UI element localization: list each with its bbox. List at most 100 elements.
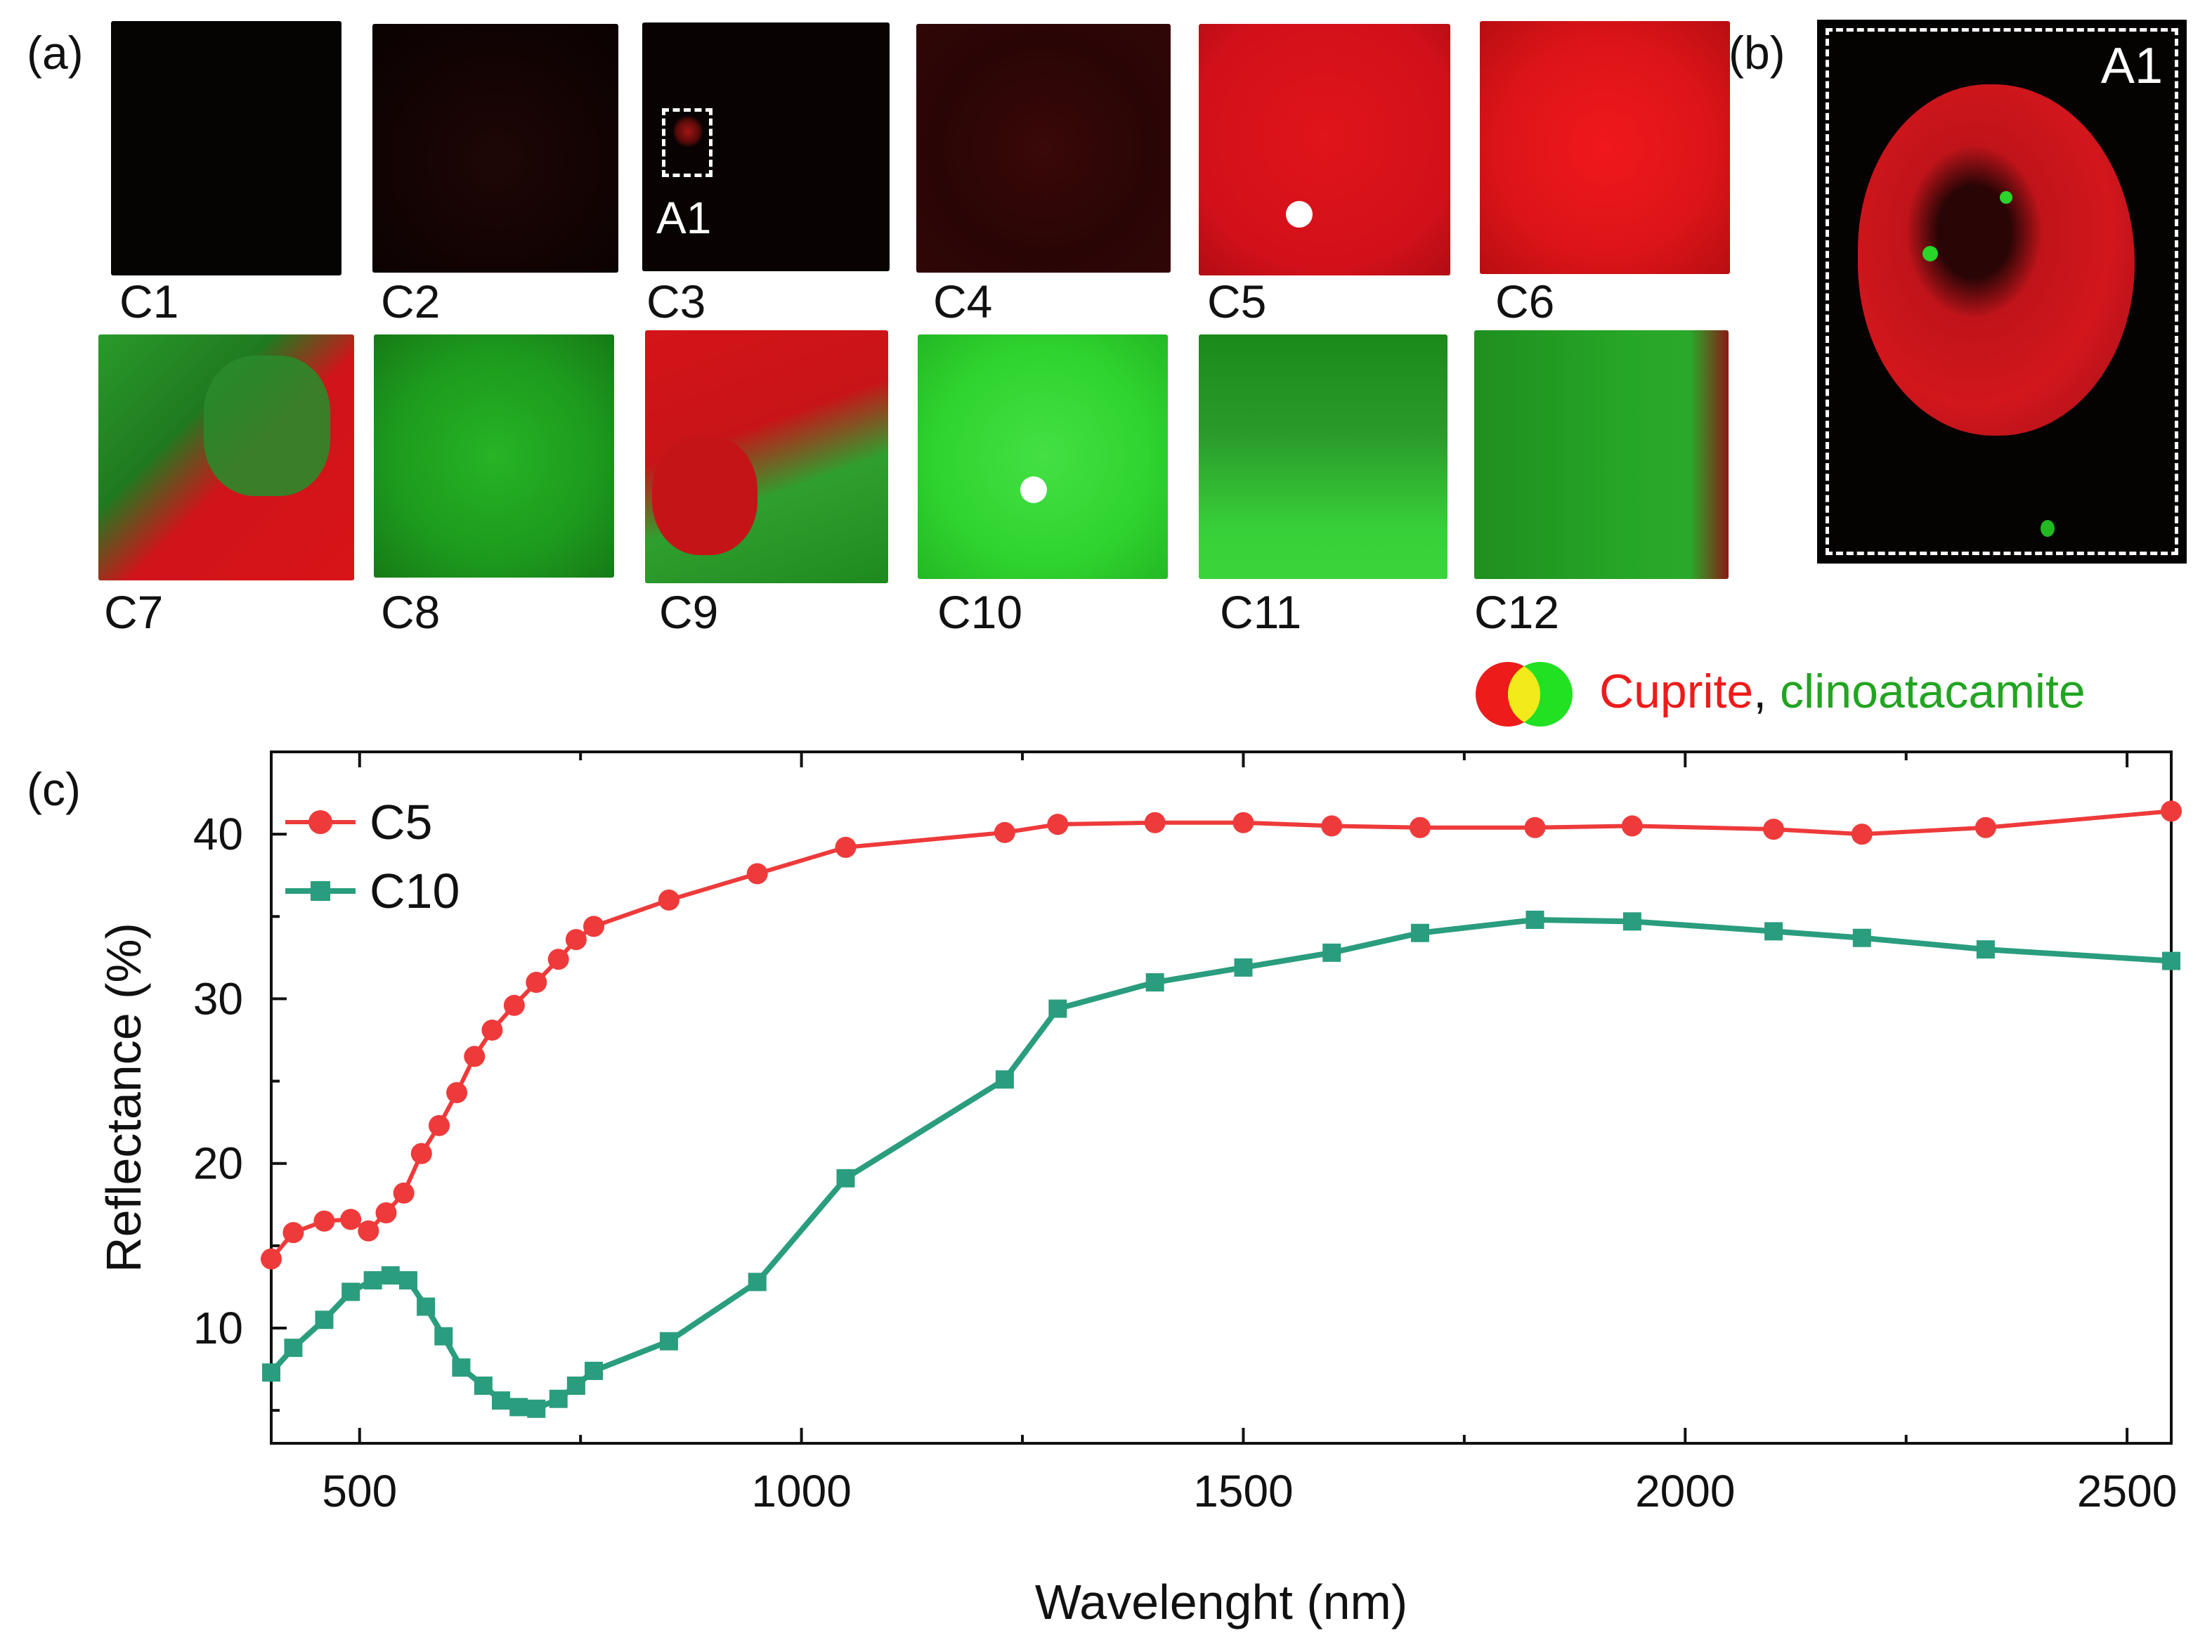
c10-data-point bbox=[315, 1310, 334, 1329]
c5-data-point bbox=[1321, 815, 1343, 837]
zoom-panel-b: A1 bbox=[1817, 20, 2187, 564]
c10-data-point bbox=[381, 1266, 400, 1285]
c10-data-point bbox=[566, 1377, 585, 1395]
tile-c2 bbox=[372, 24, 618, 273]
c5-data-point bbox=[547, 949, 569, 970]
c5-data-point bbox=[1763, 819, 1785, 840]
tile-c10-white-dot bbox=[1020, 476, 1047, 503]
tile-label-c5: C5 bbox=[1207, 275, 1267, 327]
c10-data-point bbox=[549, 1389, 568, 1408]
c5-data-point bbox=[1621, 815, 1643, 837]
zoom-green-speck-3 bbox=[2041, 520, 2055, 537]
c10-data-point bbox=[585, 1361, 604, 1380]
panel-label-a: (a) bbox=[27, 27, 84, 79]
tile-label-c8: C8 bbox=[381, 586, 441, 638]
c10-data-point bbox=[509, 1398, 528, 1417]
c5-data-point bbox=[446, 1081, 468, 1103]
tile-c10 bbox=[918, 334, 1168, 579]
tile-label-c9: C9 bbox=[659, 586, 719, 638]
y-axis-label: Reflectance (%) bbox=[96, 923, 151, 1273]
c10-data-point bbox=[1525, 910, 1544, 929]
c10-data-point bbox=[417, 1297, 436, 1316]
c5-data-point bbox=[358, 1220, 379, 1242]
c5-data-point bbox=[464, 1046, 486, 1067]
legend-separator: , bbox=[1753, 665, 1767, 718]
legend-label-c5: C5 bbox=[370, 795, 432, 850]
tile-c1 bbox=[111, 21, 341, 275]
x-tick-label: 2000 bbox=[1635, 1466, 1735, 1516]
c5-data-point bbox=[261, 1248, 282, 1270]
tile-c5-white-dot bbox=[1286, 201, 1313, 228]
tile-c5 bbox=[1199, 24, 1450, 275]
legend-label-c10: C10 bbox=[370, 864, 460, 918]
inset-label-a1: A1 bbox=[656, 193, 712, 243]
tile-label-c4: C4 bbox=[933, 275, 993, 327]
tile-label-c2: C2 bbox=[381, 275, 441, 327]
c5-data-point bbox=[658, 889, 679, 911]
zoom-green-speck-2 bbox=[2000, 191, 2012, 204]
c10-data-point bbox=[341, 1282, 360, 1301]
c10-data-point bbox=[1048, 999, 1067, 1018]
c10-data-point bbox=[527, 1399, 546, 1418]
tile-c6 bbox=[1480, 21, 1730, 274]
c5-data-point bbox=[503, 994, 525, 1016]
tile-label-c11: C11 bbox=[1220, 586, 1302, 638]
c5-data-point bbox=[565, 929, 587, 951]
tile-label-c10: C10 bbox=[937, 586, 1023, 638]
x-tick-label: 1500 bbox=[1193, 1466, 1293, 1516]
c10-data-point bbox=[1976, 940, 1995, 959]
tile-c8 bbox=[374, 334, 614, 578]
tile-label-c3: C3 bbox=[646, 275, 706, 327]
tile-c4 bbox=[916, 24, 1171, 273]
y-tick-label: 30 bbox=[193, 973, 243, 1024]
c5-data-point bbox=[1232, 812, 1254, 833]
c5-data-point bbox=[428, 1114, 450, 1136]
c5-data-point bbox=[375, 1202, 397, 1223]
c10-data-point bbox=[836, 1169, 855, 1188]
plot-frame bbox=[270, 750, 2173, 1445]
c5-data-point bbox=[282, 1222, 304, 1244]
tile-c12 bbox=[1474, 330, 1729, 579]
inset-box-a1 bbox=[662, 108, 713, 177]
c5-data-point bbox=[393, 1182, 415, 1204]
c10-data-point bbox=[474, 1377, 493, 1395]
legend-cuprite: Cuprite bbox=[1599, 665, 1754, 718]
c5-data-point bbox=[481, 1019, 503, 1041]
c5-data-point bbox=[340, 1209, 362, 1230]
c10-data-point bbox=[748, 1273, 767, 1292]
overlap-circles-icon bbox=[1476, 662, 1573, 727]
c5-data-point bbox=[313, 1210, 335, 1232]
c5-data-point bbox=[1851, 824, 1873, 845]
y-tick-label: 40 bbox=[193, 809, 243, 859]
tile-c3: A1 bbox=[642, 22, 890, 271]
tile-c9 bbox=[645, 330, 888, 583]
c5-data-point bbox=[526, 972, 547, 993]
c5-data-point bbox=[835, 836, 857, 858]
series-line-c5 bbox=[269, 809, 2172, 1261]
c10-data-point bbox=[1622, 912, 1641, 931]
c10-data-point bbox=[1410, 923, 1429, 942]
c5-data-point bbox=[1409, 817, 1431, 838]
zoom-dashed-border bbox=[1826, 28, 2178, 555]
c5-data-point bbox=[1047, 814, 1069, 835]
tile-c11 bbox=[1199, 334, 1447, 579]
tile-label-c12: C12 bbox=[1474, 586, 1560, 638]
c10-data-point bbox=[452, 1358, 471, 1377]
tile-label-c6: C6 bbox=[1495, 275, 1555, 327]
c5-data-point bbox=[2161, 800, 2182, 822]
y-tick-label: 10 bbox=[193, 1303, 243, 1353]
c10-data-point bbox=[284, 1339, 303, 1358]
c10-data-point bbox=[1145, 973, 1164, 991]
c10-data-point bbox=[995, 1070, 1014, 1089]
legend-marker-c5 bbox=[308, 810, 332, 834]
tile-label-c1: C1 bbox=[119, 275, 179, 327]
c10-data-point bbox=[491, 1391, 510, 1410]
legend-clinoatacamite: clinoatacamite bbox=[1780, 665, 2086, 718]
x-tick-label: 1000 bbox=[751, 1466, 851, 1516]
c10-data-point bbox=[434, 1327, 453, 1346]
panel-label-b: (b) bbox=[1729, 27, 1785, 79]
c5-data-point bbox=[1974, 817, 1996, 838]
c10-data-point bbox=[659, 1332, 678, 1351]
x-tick-label: 2500 bbox=[2077, 1466, 2177, 1516]
tile-c3-red-spot bbox=[673, 115, 703, 148]
